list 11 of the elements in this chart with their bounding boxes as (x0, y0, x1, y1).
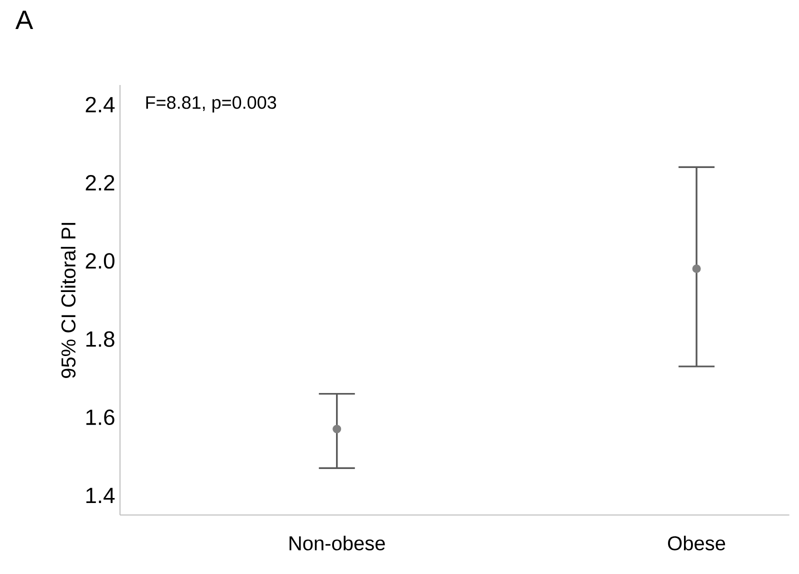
y-tick-label: 1.8 (86, 331, 114, 347)
y-tick-label: 2.0 (86, 253, 114, 269)
y-tick-label: 1.4 (86, 488, 115, 504)
text: A (15, 10, 34, 30)
annotation: F=8.81, p=0.003 (146, 96, 276, 112)
y-tick-label: 2.2 (86, 175, 114, 190)
y-tick-label: 1.6 (86, 409, 114, 426)
x-tick-label: Non-obese (290, 536, 385, 550)
x-tick-label: Obese (668, 536, 726, 550)
y-axis-title: 95% CI Clitoral PI (60, 222, 76, 378)
y-tick-label: 2.4 (86, 96, 115, 112)
